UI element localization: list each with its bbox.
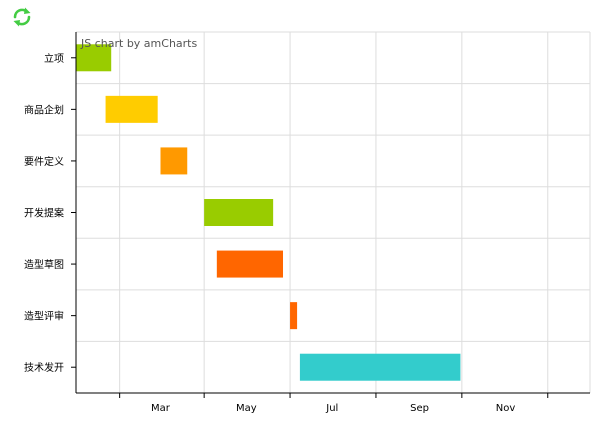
gantt-bar [160, 147, 188, 175]
category-label: 技术发开 [24, 361, 64, 374]
category-label: 要件定义 [24, 155, 64, 168]
category-label: 造型草图 [24, 258, 64, 271]
category-label: 商品企划 [24, 103, 64, 116]
refresh-button[interactable] [10, 5, 34, 29]
x-tick-label: Nov [496, 403, 516, 414]
x-tick-label: May [236, 403, 257, 414]
grid [76, 31, 591, 393]
gantt-bar [76, 44, 112, 72]
category-label: 立项 [44, 52, 64, 65]
category-label: 开发提案 [24, 207, 64, 220]
chart-credit[interactable]: JS chart by amCharts [80, 37, 197, 50]
x-tick-label: Jul [325, 403, 338, 414]
category-label: 造型评审 [24, 310, 64, 323]
x-tick-label: Sep [410, 403, 429, 414]
bars [76, 44, 461, 381]
gantt-bar [216, 250, 284, 278]
axes: Mar May Jul Sep Nov 立项商品企划要件定义开发提案造型草图造型评审技术发… [24, 32, 590, 414]
x-tick-label: Mar [151, 403, 171, 414]
gantt-bar [204, 199, 274, 226]
gantt-bar [290, 302, 298, 330]
gantt-bar [105, 95, 158, 123]
refresh-icon [13, 7, 31, 27]
gantt-bar [299, 353, 461, 381]
